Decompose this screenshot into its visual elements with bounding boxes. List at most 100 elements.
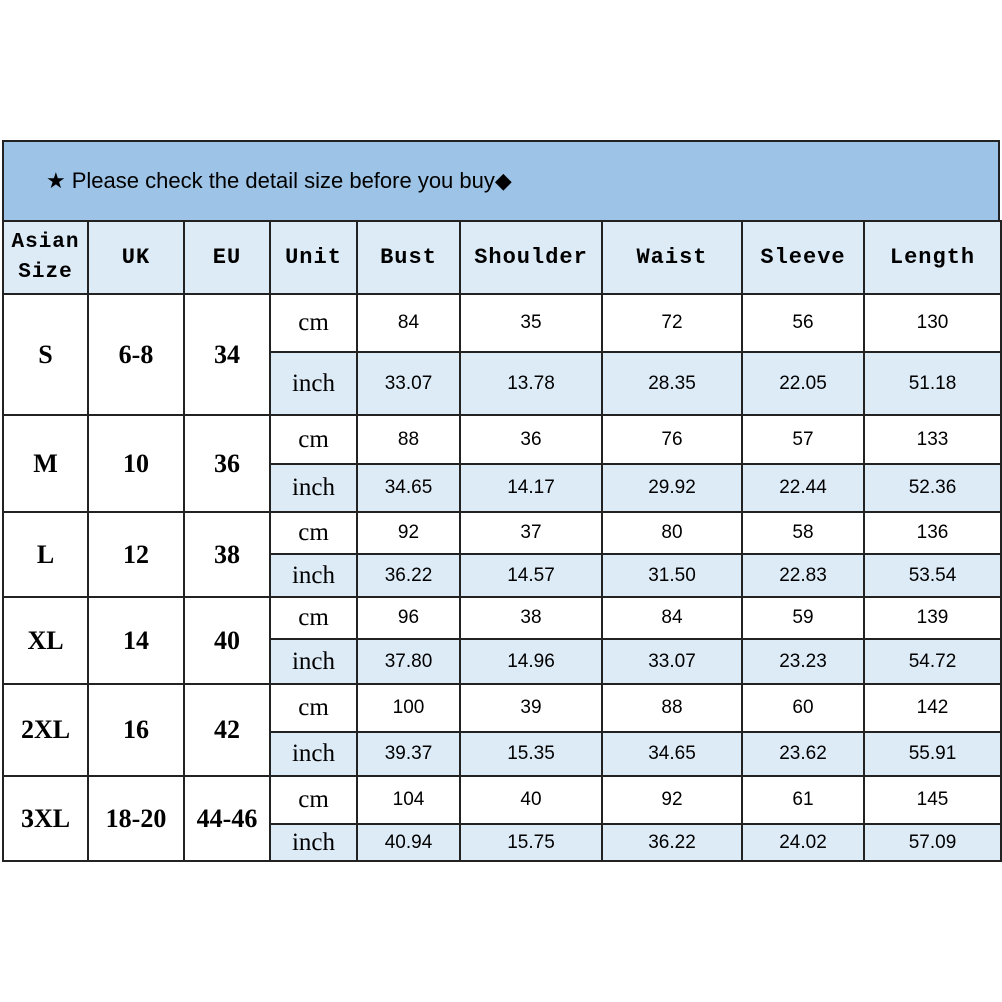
cell-sleeve: 59 [741,596,865,640]
table-row-xl-cm: XL 14 40 cm 96 38 84 59 139 [2,596,1002,685]
cell-eu: 44-46 [183,775,271,862]
cell-bust: 84 [356,293,461,353]
cell-size: 3XL [2,775,89,862]
cell-unit: cm [269,775,358,825]
cell-shoulder: 39 [459,683,603,733]
star-icon: ★ [46,168,66,193]
cell-shoulder: 15.75 [459,823,603,862]
cell-unit: inch [269,553,358,598]
table-row-m-cm: M 10 36 cm 88 36 76 57 133 [2,414,1002,513]
cell-uk: 16 [87,683,185,777]
cell-unit: cm [269,683,358,733]
header-unit: Unit [269,220,358,295]
cell-bust: 100 [356,683,461,733]
cell-length: 55.91 [863,731,1002,777]
cell-length: 54.72 [863,638,1002,685]
cell-sleeve: 61 [741,775,865,825]
cell-waist: 72 [601,293,743,353]
cell-unit: inch [269,823,358,862]
cell-bust: 37.80 [356,638,461,685]
size-chart: ★ Please check the detail size before yo… [2,140,1002,862]
header-bust: Bust [356,220,461,295]
cell-unit: inch [269,731,358,777]
cell-shoulder: 36 [459,414,603,465]
cell-waist: 31.50 [601,553,743,598]
table-row-2xl-cm: 2XL 16 42 cm 100 39 88 60 142 [2,683,1002,777]
cell-size: M [2,414,89,513]
cell-sleeve: 23.23 [741,638,865,685]
cell-shoulder: 14.57 [459,553,603,598]
cell-size: L [2,511,89,598]
header-sleeve: Sleeve [741,220,865,295]
cell-waist: 34.65 [601,731,743,777]
cell-sleeve: 56 [741,293,865,353]
cell-bust: 40.94 [356,823,461,862]
cell-length: 142 [863,683,1002,733]
cell-bust: 96 [356,596,461,640]
table-row-2xl-inch: inch 39.37 15.35 34.65 23.62 55.91 [3,731,1002,777]
table-row-l-inch: inch 36.22 14.57 31.50 22.83 53.54 [3,553,1002,598]
header-asian-size: Asian Size [2,220,89,295]
cell-uk: 12 [87,511,185,598]
cell-waist: 88 [601,683,743,733]
header-length: Length [863,220,1002,295]
cell-size: 2XL [2,683,89,777]
cell-eu: 42 [183,683,271,777]
cell-shoulder: 14.17 [459,463,603,513]
table-row-m-inch: inch 34.65 14.17 29.92 22.44 52.36 [3,463,1002,513]
cell-bust: 104 [356,775,461,825]
cell-waist: 33.07 [601,638,743,685]
cell-eu: 36 [183,414,271,513]
table-row-xl-inch: inch 37.80 14.96 33.07 23.23 54.72 [3,638,1002,685]
table-row-s-inch: inch 33.07 13.78 28.35 22.05 51.18 [3,351,1002,416]
header-eu: EU [183,220,271,295]
cell-waist: 76 [601,414,743,465]
cell-bust: 33.07 [356,351,461,416]
cell-sleeve: 60 [741,683,865,733]
cell-length: 52.36 [863,463,1002,513]
cell-sleeve: 22.83 [741,553,865,598]
cell-length: 145 [863,775,1002,825]
cell-length: 136 [863,511,1002,555]
cell-waist: 84 [601,596,743,640]
cell-length: 53.54 [863,553,1002,598]
notice-text: Please check the detail size before you … [71,168,495,193]
cell-bust: 88 [356,414,461,465]
cell-sleeve: 24.02 [741,823,865,862]
cell-shoulder: 38 [459,596,603,640]
cell-eu: 38 [183,511,271,598]
cell-bust: 39.37 [356,731,461,777]
notice-banner: ★ Please check the detail size before yo… [2,140,1000,220]
cell-sleeve: 57 [741,414,865,465]
diamond-icon: ◆ [494,168,512,193]
cell-sleeve: 22.44 [741,463,865,513]
header-row: Asian Size UK EU Unit Bust Shoulder Waist Sleev… [2,220,1002,295]
cell-bust: 36.22 [356,553,461,598]
cell-eu: 40 [183,596,271,685]
cell-shoulder: 35 [459,293,603,353]
cell-waist: 36.22 [601,823,743,862]
cell-uk: 6-8 [87,293,185,416]
cell-unit: cm [269,293,358,353]
cell-shoulder: 40 [459,775,603,825]
cell-length: 139 [863,596,1002,640]
cell-unit: cm [269,414,358,465]
cell-sleeve: 58 [741,511,865,555]
cell-shoulder: 15.35 [459,731,603,777]
cell-length: 133 [863,414,1002,465]
cell-uk: 14 [87,596,185,685]
cell-waist: 29.92 [601,463,743,513]
header-uk: UK [87,220,185,295]
cell-uk: 18-20 [87,775,185,862]
cell-unit: inch [269,638,358,685]
table-row-s-cm: S 6-8 34 cm 84 35 72 56 130 [2,293,1002,416]
cell-uk: 10 [87,414,185,513]
cell-waist: 28.35 [601,351,743,416]
cell-unit: inch [269,351,358,416]
cell-shoulder: 14.96 [459,638,603,685]
cell-sleeve: 22.05 [741,351,865,416]
cell-unit: cm [269,596,358,640]
table-row-3xl-cm: 3XL 18-20 44-46 cm 104 40 92 61 145 [2,775,1002,862]
cell-shoulder: 13.78 [459,351,603,416]
header-waist: Waist [601,220,743,295]
